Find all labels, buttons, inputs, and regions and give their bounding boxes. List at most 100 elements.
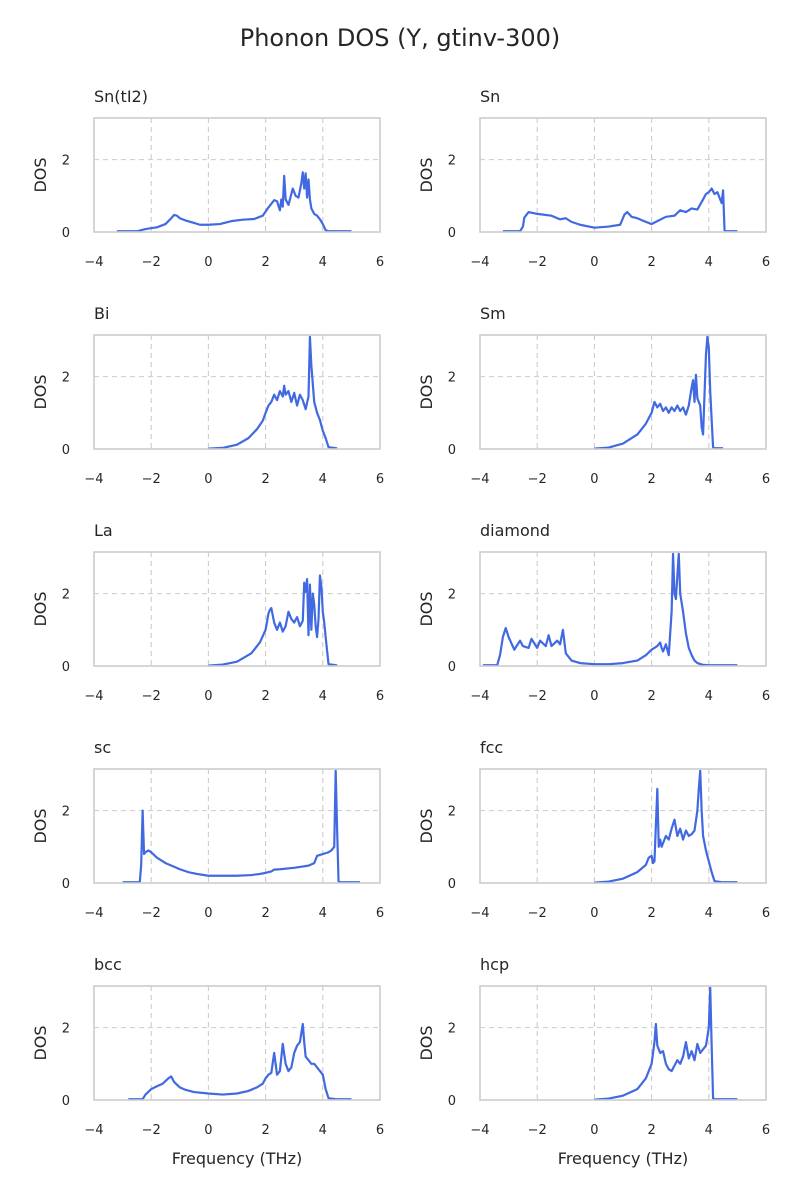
y-tick-label: 0 <box>62 877 70 892</box>
y-axis-label: DOS <box>417 157 436 192</box>
plot-frame <box>93 985 381 1101</box>
plot-frame <box>93 551 381 667</box>
x-axis-label: Frequency (THz) <box>172 1149 302 1168</box>
x-tick-label: 4 <box>319 689 327 704</box>
dos-line <box>208 335 338 450</box>
x-tick-label: 6 <box>762 906 770 921</box>
panel-8: bcc DOS 0 2 −4 −2 0 2 4 6 Frequency (THz) <box>31 955 384 1168</box>
y-tick-label: 2 <box>62 588 70 603</box>
x-tick-label: 2 <box>647 255 655 270</box>
x-tick-label: 6 <box>376 255 384 270</box>
panel-0: Sn(tI2) DOS 0 2 −4 −2 0 2 4 6 <box>31 87 384 270</box>
x-tick-label: 6 <box>376 689 384 704</box>
x-axis-label: Frequency (THz) <box>558 1149 688 1168</box>
x-tick-label: −4 <box>84 1123 103 1138</box>
panel-4: La DOS 0 2 −4 −2 0 2 4 6 <box>31 521 384 704</box>
y-tick-label: 2 <box>62 371 70 386</box>
panel-5: diamond DOS 0 2 −4 −2 0 2 4 6 <box>417 521 770 704</box>
panel-1: Sn DOS 0 2 −4 −2 0 2 4 6 <box>417 87 770 270</box>
x-tick-label: −2 <box>528 255 547 270</box>
x-tick-label: 4 <box>319 1123 327 1138</box>
x-tick-label: −2 <box>142 255 161 270</box>
dos-line <box>594 986 738 1101</box>
x-tick-label: 2 <box>647 472 655 487</box>
x-tick-label: −2 <box>528 472 547 487</box>
y-tick-label: 0 <box>448 877 456 892</box>
plot-frame <box>479 334 767 450</box>
y-tick-label: 0 <box>62 226 70 241</box>
x-tick-label: −2 <box>528 1123 547 1138</box>
x-tick-label: 6 <box>762 689 770 704</box>
y-tick-label: 0 <box>448 660 456 675</box>
x-tick-label: 0 <box>590 255 598 270</box>
x-tick-label: 2 <box>647 689 655 704</box>
y-axis-label: DOS <box>31 1025 50 1060</box>
y-tick-label: 2 <box>448 805 456 820</box>
y-tick-label: 0 <box>62 1094 70 1109</box>
x-tick-label: 6 <box>762 472 770 487</box>
y-tick-label: 2 <box>448 371 456 386</box>
dos-line <box>208 574 338 667</box>
y-axis-label: DOS <box>31 374 50 409</box>
x-tick-label: −2 <box>142 689 161 704</box>
panel-title: sc <box>94 738 111 757</box>
x-tick-label: −4 <box>84 689 103 704</box>
x-tick-label: −4 <box>470 255 489 270</box>
plot-frame <box>93 768 381 884</box>
dos-line <box>116 171 352 233</box>
x-tick-label: 2 <box>261 1123 269 1138</box>
y-tick-label: 2 <box>448 1022 456 1037</box>
y-tick-label: 0 <box>448 443 456 458</box>
x-tick-label: −2 <box>142 472 161 487</box>
x-tick-label: 4 <box>705 906 713 921</box>
y-axis-label: DOS <box>417 808 436 843</box>
plot-frame <box>479 985 767 1101</box>
y-axis-label: DOS <box>31 591 50 626</box>
x-tick-label: 2 <box>261 255 269 270</box>
x-tick-label: 2 <box>261 906 269 921</box>
y-tick-label: 2 <box>62 154 70 169</box>
x-tick-label: 0 <box>204 689 212 704</box>
panel-title: hcp <box>480 955 509 974</box>
x-tick-label: 6 <box>376 472 384 487</box>
dos-line <box>128 1022 352 1101</box>
x-tick-label: −2 <box>142 1123 161 1138</box>
x-tick-label: −4 <box>470 472 489 487</box>
x-tick-label: 0 <box>204 906 212 921</box>
x-tick-label: 0 <box>590 472 598 487</box>
panel-title: bcc <box>94 955 122 974</box>
x-tick-label: 6 <box>762 1123 770 1138</box>
plot-frame <box>93 334 381 450</box>
x-tick-label: 4 <box>705 1123 713 1138</box>
x-tick-label: 4 <box>319 472 327 487</box>
panel-title: fcc <box>480 738 503 757</box>
panel-9: hcp DOS 0 2 −4 −2 0 2 4 6 Frequency (THz) <box>417 955 770 1168</box>
x-tick-label: −4 <box>84 906 103 921</box>
x-tick-label: −4 <box>84 255 103 270</box>
x-tick-label: 0 <box>590 689 598 704</box>
y-axis-label: DOS <box>31 157 50 192</box>
x-tick-label: 0 <box>204 1123 212 1138</box>
y-tick-label: 2 <box>448 154 456 169</box>
x-tick-label: −4 <box>470 906 489 921</box>
panel-3: Sm DOS 0 2 −4 −2 0 2 4 6 <box>417 304 770 487</box>
panel-title: Sn(tI2) <box>94 87 148 106</box>
x-tick-label: 6 <box>376 906 384 921</box>
panels-container: Sn(tI2) DOS 0 2 −4 −2 0 2 4 6 Sn DOS 0 2 −4 −2 0 2 4 6 Bi DOS… <box>31 87 770 1168</box>
panel-7: fcc DOS 0 2 −4 −2 0 2 4 6 <box>417 738 770 921</box>
x-tick-label: 4 <box>319 906 327 921</box>
panel-6: sc DOS 0 2 −4 −2 0 2 4 6 <box>31 738 384 921</box>
panel-title: Sn <box>480 87 500 106</box>
x-tick-label: 0 <box>590 1123 598 1138</box>
x-tick-label: 4 <box>705 255 713 270</box>
y-tick-label: 0 <box>448 226 456 241</box>
y-tick-label: 2 <box>448 588 456 603</box>
y-tick-label: 2 <box>62 805 70 820</box>
y-tick-label: 0 <box>62 443 70 458</box>
plot-frame <box>93 117 381 233</box>
plot-frame <box>479 117 767 233</box>
panel-2: Bi DOS 0 2 −4 −2 0 2 4 6 <box>31 304 384 487</box>
x-tick-label: 6 <box>376 1123 384 1138</box>
x-tick-label: 2 <box>647 1123 655 1138</box>
